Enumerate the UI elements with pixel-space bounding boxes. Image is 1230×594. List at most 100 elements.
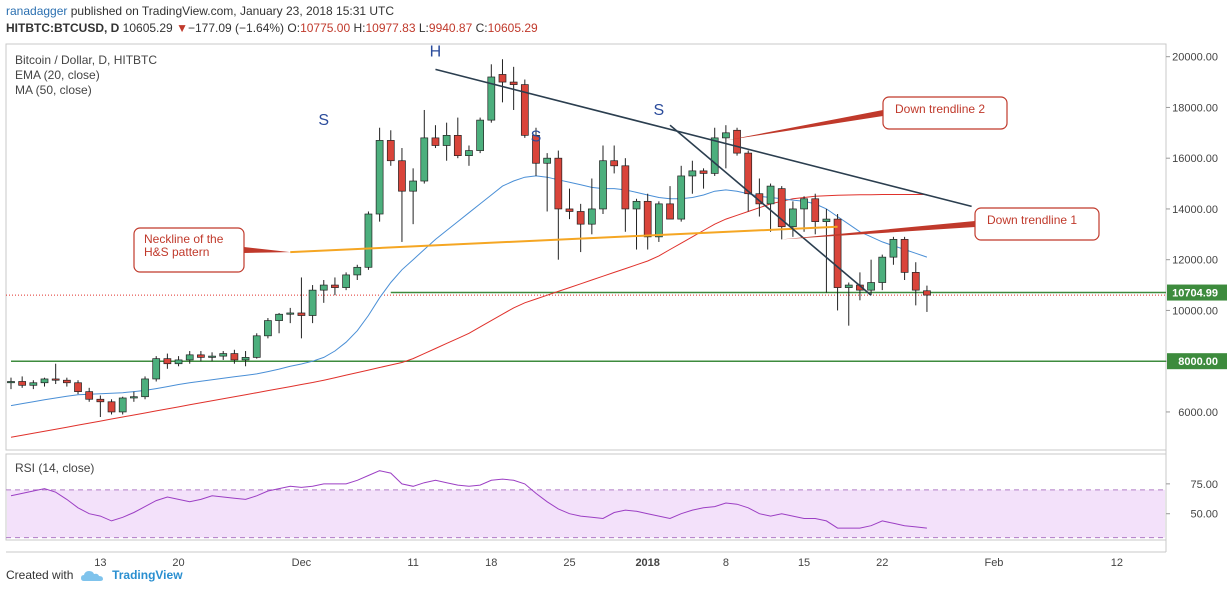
candle-body	[766, 185, 775, 205]
callout-box	[974, 207, 1100, 241]
candle-body	[29, 382, 38, 386]
candle	[74, 380, 82, 395]
price-label-bg	[1167, 284, 1227, 301]
legend-ma: MA (50, close)	[15, 83, 92, 97]
candle	[923, 285, 931, 312]
price-tick-label: 6000.00	[1178, 407, 1218, 419]
candle	[409, 168, 417, 225]
candle-body	[889, 239, 898, 258]
down-arrow-icon: ▼	[176, 21, 188, 35]
candle-body	[208, 355, 216, 358]
candle	[766, 183, 775, 232]
candle	[208, 352, 216, 362]
candle-body	[275, 313, 283, 321]
candle-body	[532, 135, 540, 164]
candle-body	[688, 170, 697, 177]
candle	[677, 165, 686, 222]
candle-body	[420, 137, 429, 182]
price-label: 8000.00	[1178, 356, 1218, 368]
price-tick-label: 12000.00	[1172, 255, 1218, 267]
candle	[40, 377, 49, 387]
time-tick-label: 2018	[635, 557, 659, 569]
candle-body	[744, 152, 753, 195]
candle-body	[811, 198, 820, 222]
candle-body	[297, 312, 306, 316]
time-tick-label: 20	[172, 557, 184, 569]
candle-body	[822, 218, 831, 222]
chart-header: ranadagger published on TradingView.com,…	[6, 4, 1226, 38]
candle-body	[107, 401, 116, 413]
callout-pointer	[244, 247, 291, 253]
candle	[666, 186, 674, 220]
candle-body	[197, 354, 205, 358]
rsi-band	[7, 489, 1165, 538]
candle	[152, 356, 161, 382]
candle	[331, 277, 339, 296]
candle	[789, 201, 797, 237]
candle	[777, 186, 786, 240]
candle-body	[610, 160, 619, 167]
candle-body	[219, 353, 228, 357]
candle	[744, 150, 753, 212]
candle	[710, 127, 719, 176]
candle	[543, 153, 552, 212]
candle-body	[923, 290, 931, 296]
callout-box	[882, 96, 1008, 130]
candle	[62, 377, 71, 387]
time-tick-label: 15	[798, 557, 810, 569]
candle-body	[96, 398, 105, 403]
candle	[487, 64, 496, 123]
author-link[interactable]: ranadagger	[6, 4, 68, 18]
candle	[420, 109, 429, 184]
candle-body	[241, 357, 250, 361]
candle	[476, 117, 484, 154]
candle	[386, 130, 395, 166]
candle	[141, 376, 149, 400]
open-value: 10775.00	[300, 21, 351, 35]
candle-body	[710, 137, 719, 174]
candle	[442, 122, 451, 161]
publish-info: published on TradingView.com, January 23…	[70, 4, 395, 18]
candle-body	[487, 76, 496, 121]
candle	[733, 127, 741, 156]
high-label: H:	[353, 21, 366, 35]
candle-body	[85, 391, 94, 400]
candle-body	[118, 397, 127, 413]
candle	[520, 79, 529, 138]
candle	[375, 127, 384, 222]
candle	[699, 168, 708, 189]
candle	[632, 198, 641, 250]
candle	[688, 160, 697, 194]
candle-body	[911, 272, 920, 291]
trendline	[669, 124, 872, 296]
candle	[509, 66, 518, 110]
tradingview-link[interactable]: TradingView	[112, 568, 183, 582]
price-label: 10704.99	[1172, 288, 1218, 300]
pattern-label: S	[318, 112, 329, 129]
candle-body	[498, 74, 507, 83]
candle	[722, 125, 730, 169]
callout-text: Down trendline 1	[987, 213, 1077, 227]
candle-body	[476, 119, 484, 151]
candle-body	[74, 382, 82, 392]
pattern-label: H	[430, 44, 442, 61]
neckline	[290, 225, 838, 254]
time-tick-label: Dec	[292, 557, 312, 569]
candle-body	[800, 198, 808, 210]
candle	[844, 282, 853, 326]
created-with-label: Created with	[6, 568, 74, 582]
candle	[364, 211, 373, 270]
candle-body	[565, 208, 574, 212]
price-change: −177.09 (−1.64%)	[187, 21, 285, 35]
callout-text: Down trendline 2	[895, 102, 985, 116]
candle	[230, 349, 239, 364]
candle	[219, 351, 228, 360]
time-tick-label: 11	[407, 557, 418, 569]
candle-body	[543, 157, 552, 164]
candle-body	[465, 150, 473, 156]
rsi-tick-label: 75.00	[1190, 479, 1218, 491]
candle-body	[655, 203, 663, 238]
candle	[241, 351, 250, 367]
candle	[319, 279, 328, 303]
